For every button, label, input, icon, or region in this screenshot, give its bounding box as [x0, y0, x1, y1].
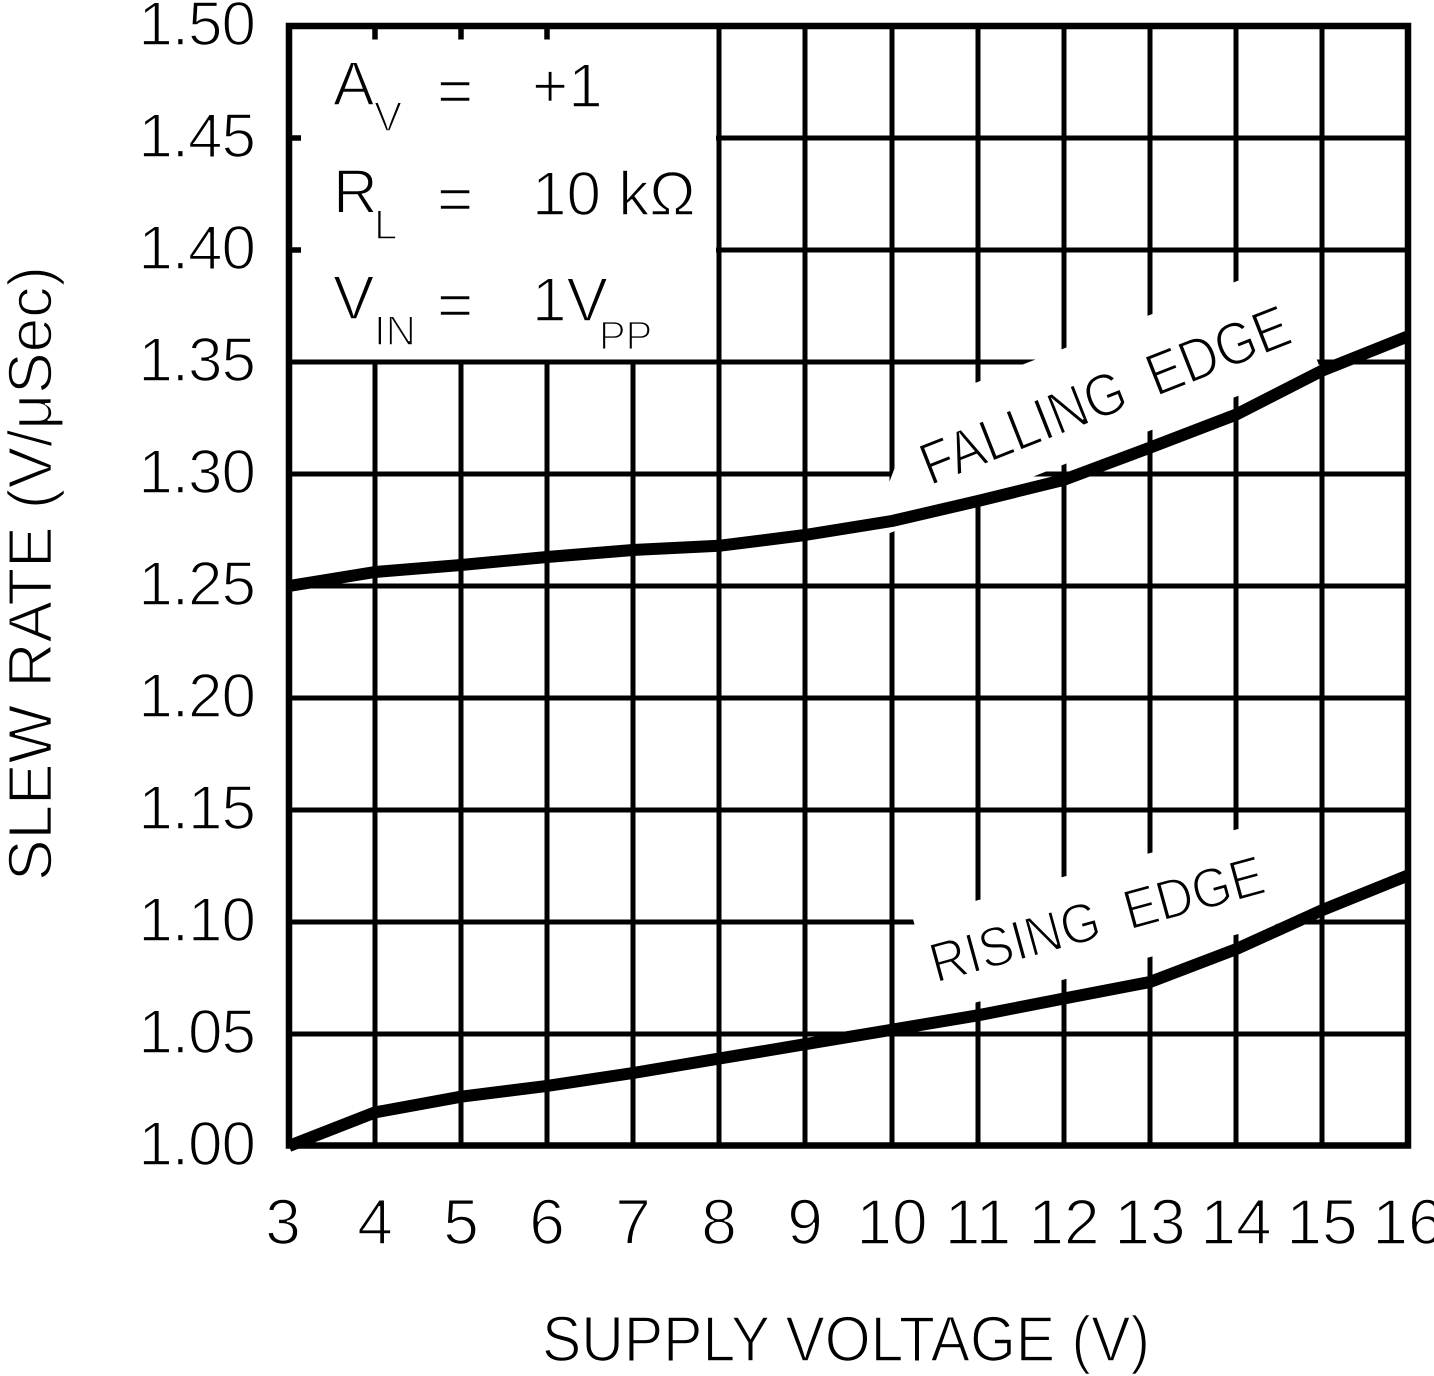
svg-text:PP: PP — [599, 314, 652, 358]
svg-text:9: 9 — [787, 1186, 823, 1258]
svg-text:1.35: 1.35 — [138, 326, 255, 395]
svg-text:14: 14 — [1200, 1186, 1271, 1258]
svg-text:1.10: 1.10 — [138, 886, 255, 955]
svg-text:V: V — [374, 93, 402, 140]
svg-text:13: 13 — [1114, 1186, 1185, 1258]
svg-text:1.40: 1.40 — [138, 214, 255, 283]
svg-text:IN: IN — [374, 307, 416, 354]
svg-text:12: 12 — [1028, 1186, 1099, 1258]
svg-text:=: = — [437, 165, 473, 234]
svg-text:1.15: 1.15 — [138, 774, 255, 843]
svg-text:1.00: 1.00 — [138, 1110, 255, 1179]
svg-text:1.25: 1.25 — [138, 550, 255, 619]
svg-text:SLEW RATE (V/μSec): SLEW RATE (V/μSec) — [0, 266, 66, 881]
svg-text:8: 8 — [701, 1186, 737, 1258]
svg-text:R: R — [333, 158, 378, 227]
svg-text:7: 7 — [615, 1186, 651, 1258]
svg-text:11: 11 — [945, 1186, 1011, 1258]
svg-text:+1: +1 — [532, 52, 603, 121]
svg-text:=: = — [437, 57, 473, 126]
svg-text:15: 15 — [1286, 1186, 1357, 1258]
svg-text:3: 3 — [265, 1186, 301, 1258]
svg-text:L: L — [374, 201, 397, 248]
svg-text:SUPPLY VOLTAGE (V): SUPPLY VOLTAGE (V) — [542, 1303, 1150, 1375]
svg-text:16: 16 — [1372, 1186, 1434, 1258]
svg-text:1.45: 1.45 — [138, 102, 255, 171]
svg-text:10: 10 — [856, 1186, 927, 1258]
svg-text:1.50: 1.50 — [138, 0, 255, 59]
svg-text:1.05: 1.05 — [138, 998, 255, 1067]
svg-text:V: V — [333, 264, 375, 333]
svg-text:=: = — [437, 271, 473, 340]
svg-text:6: 6 — [529, 1186, 565, 1258]
svg-text:1V: 1V — [532, 266, 608, 335]
svg-text:4: 4 — [357, 1186, 393, 1258]
svg-text:1.20: 1.20 — [138, 662, 255, 731]
svg-text:A: A — [333, 50, 375, 119]
svg-text:1.30: 1.30 — [138, 438, 255, 507]
svg-text:10 kΩ: 10 kΩ — [532, 160, 696, 229]
svg-text:5: 5 — [443, 1186, 479, 1258]
